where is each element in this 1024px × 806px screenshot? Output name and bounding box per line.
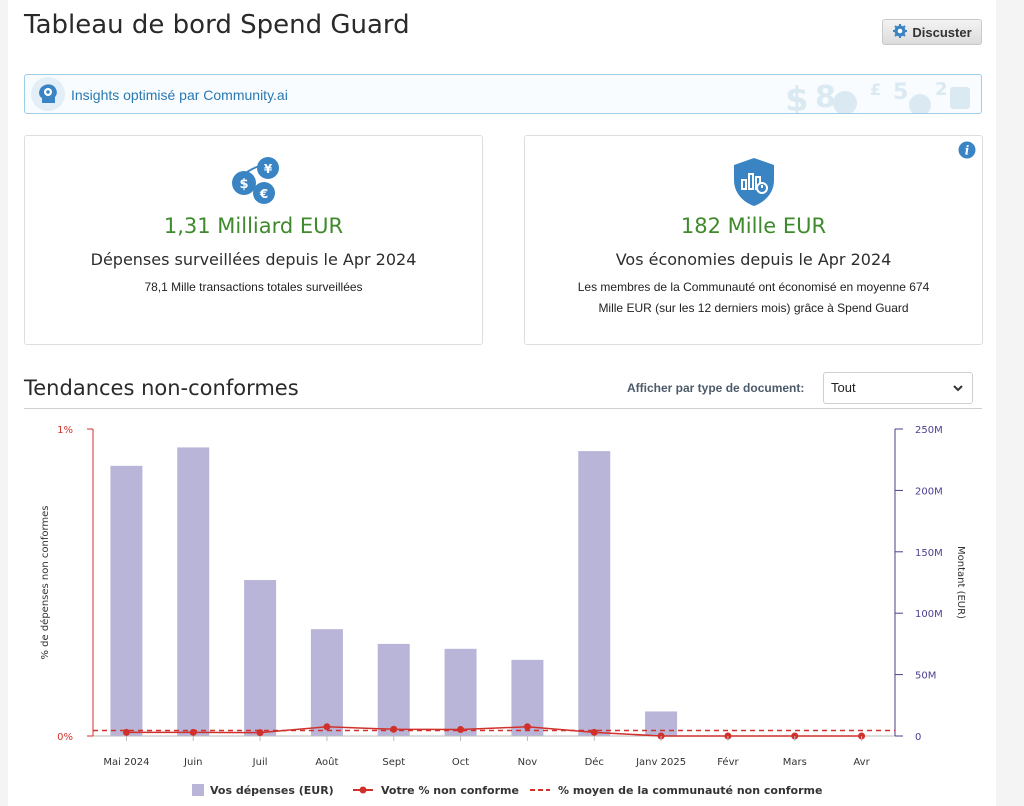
your-percentage-point — [457, 726, 465, 734]
x-axis-tick-label: Août — [315, 756, 338, 768]
document-type-filter-label: Afficher par type de document: — [627, 381, 805, 395]
right-axis-label: Montant (EUR) — [955, 546, 966, 619]
currency-coins-icon: $ ¥ € — [231, 157, 279, 204]
shield-chart-icon — [733, 158, 774, 206]
savings-caption: Vos économies depuis le Apr 2024 — [615, 250, 892, 269]
svg-text:€: € — [258, 187, 267, 201]
chat-button-label: Discuster — [912, 24, 972, 40]
svg-text:$: $ — [239, 177, 248, 192]
svg-text:£: £ — [870, 80, 881, 99]
spend-bar — [244, 580, 277, 736]
spend-bar — [377, 643, 410, 736]
legend-line-label: Votre % non conforme — [381, 784, 519, 797]
x-axis-tick-label: Juil — [252, 757, 268, 768]
your-percentage-point — [523, 723, 531, 731]
left-axis-label: % de dépenses non conformes — [39, 505, 51, 659]
your-percentage-point — [390, 725, 398, 733]
savings-value: 182 Mille EUR — [680, 214, 827, 238]
insights-label: Insights optimisé par Community.ai — [71, 87, 288, 103]
legend-line-marker — [359, 786, 367, 794]
x-axis-tick-label: Avr — [853, 757, 870, 768]
monitored-spend-caption: Dépenses surveillées depuis le Apr 2024 — [90, 250, 417, 269]
spend-bar — [444, 648, 477, 736]
info-icon[interactable]: i — [958, 141, 976, 164]
savings-card: i 182 Mille EUR Vos économies depuis le … — [524, 135, 983, 345]
your-percentage-point — [189, 728, 197, 736]
x-axis-tick-label: Févr — [717, 756, 739, 768]
community-savings-line-2: Mille EUR (sur les 12 derniers mois) grâ… — [598, 301, 909, 315]
legend-bar-swatch — [192, 784, 204, 796]
x-axis-tick-label: Juin — [183, 757, 202, 768]
spend-bar — [110, 465, 143, 736]
right-axis-tick-label: 150M — [915, 548, 943, 559]
page: Tableau de bord Spend Guard Discuster In… — [8, 0, 996, 806]
chevron-down-icon — [952, 382, 964, 397]
x-axis-tick-label: Sept — [382, 757, 405, 768]
document-type-select[interactable]: Tout — [823, 372, 973, 404]
non-compliance-chart: 0% 1% % de dépenses non conformes 0 50M 100M 1… — [39, 425, 966, 797]
page-title: Tableau de bord Spend Guard — [24, 10, 410, 40]
right-axis-tick-label: 200M — [915, 486, 943, 497]
right-axis-tick-label: 0 — [915, 732, 921, 743]
legend-dashed-label: % moyen de la communauté non conforme — [558, 784, 822, 797]
spend-bar — [177, 447, 210, 736]
svg-text:5: 5 — [893, 80, 908, 105]
your-percentage-point — [590, 728, 598, 736]
spend-bar — [645, 711, 678, 736]
svg-text:2: 2 — [935, 79, 948, 100]
transactions-count: 78,1 Mille transactions totales surveill… — [144, 280, 363, 294]
svg-text:¥: ¥ — [263, 162, 272, 176]
monitored-spend-value: 1,31 Milliard EUR — [163, 214, 344, 238]
x-axis-tick-label: Déc — [585, 756, 604, 768]
right-axis-tick-label: 50M — [915, 671, 936, 682]
monitored-spend-card: $ ¥ € 1,31 Milliard EUR Dépenses surveil… — [24, 135, 483, 345]
svg-text:$: $ — [785, 80, 809, 114]
document-type-select-value: Tout — [831, 380, 856, 395]
right-axis-tick-label: 250M — [915, 425, 943, 436]
your-percentage-line — [126, 726, 862, 737]
x-axis-tick-label: Oct — [452, 757, 469, 768]
x-axis-tick-label: Janv 2025 — [635, 757, 686, 768]
spend-bar — [578, 451, 611, 736]
your-percentage-point — [323, 723, 331, 731]
spend-bar — [310, 629, 343, 736]
right-axis-tick-label: 100M — [915, 609, 943, 620]
svg-text:i: i — [965, 144, 970, 158]
community-savings-line-1: Les membres de la Communauté ont économi… — [577, 280, 930, 294]
chat-button[interactable]: Discuster — [882, 19, 982, 45]
x-axis-tick-label: Nov — [518, 757, 538, 768]
legend-bar-label: Vos dépenses (EUR) — [210, 784, 334, 797]
left-axis-tick-label: 1% — [57, 425, 73, 436]
section-divider — [24, 408, 982, 409]
currency-decoration: $ 8 £ 5 2 — [785, 79, 970, 114]
your-percentage-point — [122, 728, 130, 736]
community-savings-text: Les membres de la Communauté ont économi… — [545, 277, 962, 319]
left-axis-tick-label: 0% — [57, 732, 73, 743]
insights-banner[interactable]: Insights optimisé par Community.ai $ 8 £… — [24, 74, 982, 114]
x-axis-tick-label: Mars — [783, 757, 807, 768]
x-axis-tick-label: Mai 2024 — [103, 757, 149, 768]
brain-gear-icon — [31, 77, 65, 111]
svg-text:8: 8 — [815, 80, 836, 114]
trends-title: Tendances non-conformes — [24, 376, 299, 400]
gear-chat-icon — [892, 23, 908, 42]
your-percentage-point — [256, 729, 264, 737]
